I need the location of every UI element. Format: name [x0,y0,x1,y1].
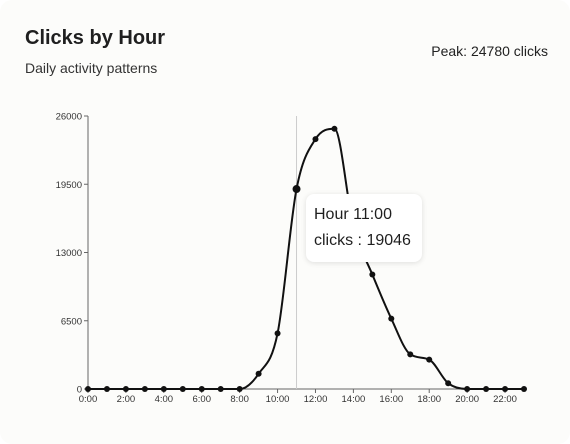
y-tick-label: 13000 [56,248,82,259]
data-point[interactable] [502,386,509,392]
data-point[interactable] [179,386,186,392]
tooltip-hour: Hour 11:00 [314,206,392,223]
y-tick-label: 19500 [56,180,82,191]
points-layer [85,125,527,392]
active-data-point[interactable] [292,185,301,194]
data-point[interactable] [312,136,319,143]
y-tick-label: 6500 [61,316,82,327]
data-point[interactable] [141,386,148,392]
data-point[interactable] [407,351,414,358]
data-point[interactable] [388,315,395,322]
x-tick-label: 18:00 [417,394,441,405]
data-point[interactable] [445,380,452,387]
chart-subtitle: Daily activity patterns [25,60,158,76]
peak-label: Peak: 24780 clicks [431,43,548,59]
line-layer [88,127,524,390]
data-point[interactable] [103,386,110,392]
data-point[interactable] [160,386,167,392]
data-point[interactable] [217,386,224,392]
data-point[interactable] [274,330,281,337]
data-point[interactable] [464,386,471,392]
x-tick-label: 0:00 [79,394,98,405]
x-tick-label: 12:00 [304,394,328,405]
x-tick-label: 6:00 [192,394,211,405]
x-tick-label: 20:00 [455,394,479,405]
x-tick-label: 8:00 [230,394,249,405]
data-point[interactable] [236,386,243,392]
x-tick-label: 22:00 [493,394,517,405]
data-point[interactable] [426,356,433,363]
data-point[interactable] [521,386,527,392]
axes: 0 6500 13000 19500 26000 0:00 2:00 4:00 6:00 8:00… [56,112,526,405]
chart-title: Clicks by Hour [25,27,166,49]
data-point[interactable] [331,125,338,132]
data-point[interactable] [483,386,490,392]
x-tick-label: 16:00 [379,394,403,405]
x-tick-label: 2:00 [117,394,136,405]
data-point[interactable] [122,386,129,392]
x-tick-label: 4:00 [155,394,174,405]
data-point[interactable] [369,271,376,278]
x-tick-label: 10:00 [266,394,290,405]
tooltip-value: clicks : 19046 [314,232,411,249]
x-tick-label: 14:00 [342,394,366,405]
chart-tooltip: Hour 11:00 clicks : 19046 [306,194,422,262]
y-tick-label: 0 [77,385,82,396]
data-point[interactable] [255,370,262,377]
series-line [88,127,524,390]
y-tick-label: 26000 [56,112,82,123]
data-point[interactable] [198,386,205,392]
data-point[interactable] [85,386,91,392]
